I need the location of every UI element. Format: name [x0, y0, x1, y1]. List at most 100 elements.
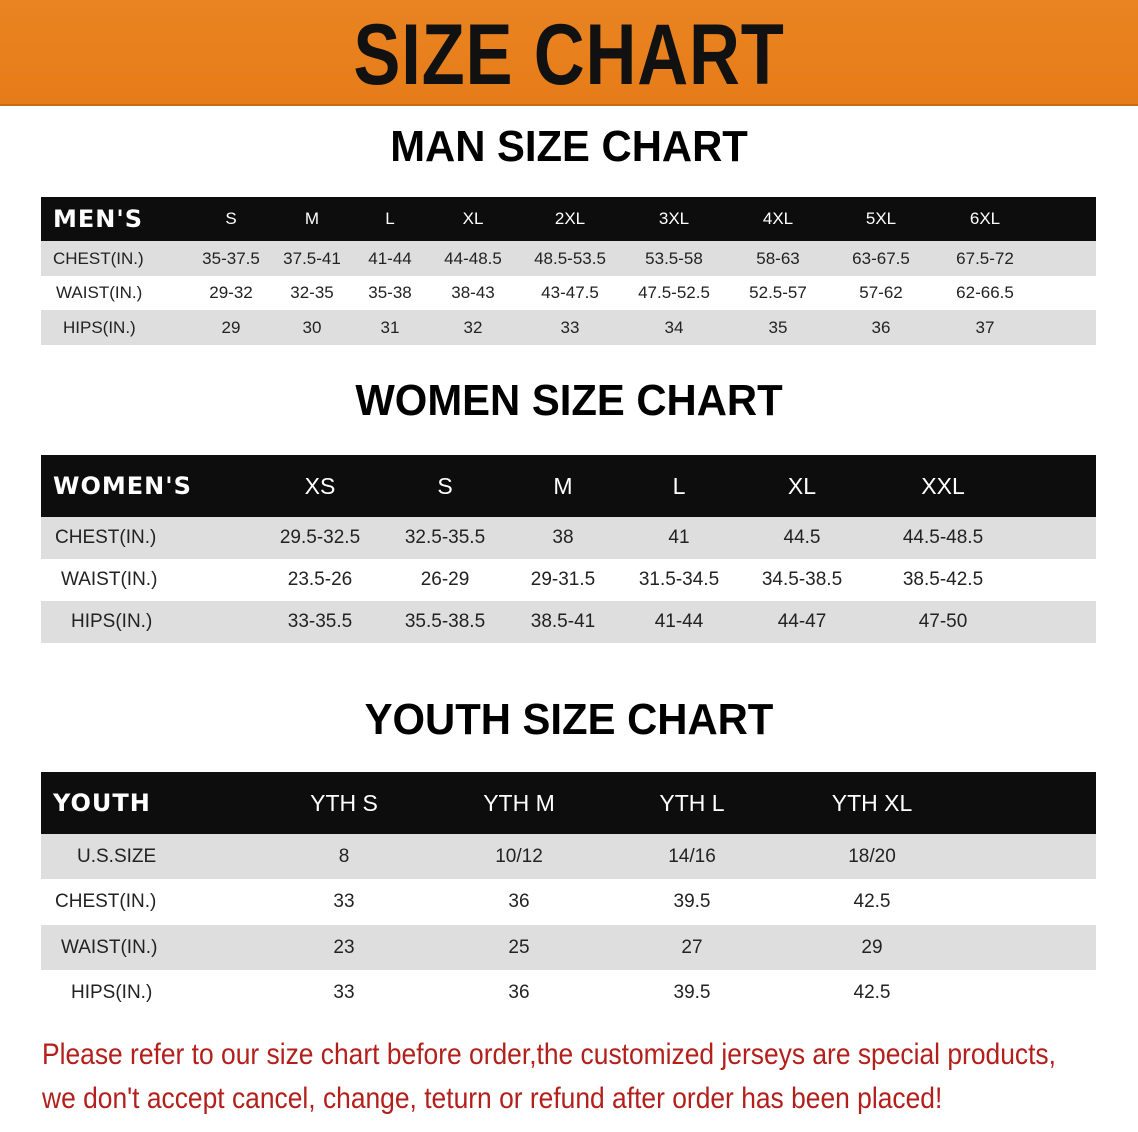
measurement-value: 42.5	[853, 891, 891, 912]
size-column-header: YTH XL	[831, 789, 913, 816]
measurement-value: 23	[333, 936, 355, 958]
measurement-label: HIPS(IN.)	[71, 981, 153, 1003]
measurement-value: 29-31.5	[530, 569, 596, 590]
size-column-header: YTH M	[483, 789, 555, 816]
size-column-header: XS	[304, 472, 336, 499]
measurement-value: 43-47.5	[541, 283, 599, 302]
youth-header-row: YOUTH YTH S YTH M YTH L YTH XL	[41, 772, 1096, 834]
measurement-value: 38.5-42.5	[902, 569, 984, 590]
measurement-value: 27	[681, 936, 703, 958]
measurement-value: 36	[508, 981, 530, 1003]
size-column-header: YTH L	[659, 789, 725, 816]
measurement-value: 25	[508, 936, 530, 958]
size-column-header: 6XL	[969, 209, 1001, 228]
order-notice-line-2: we don't accept cancel, change, teturn o…	[42, 1082, 943, 1115]
men-header-row: MEN'S S M L XL 2XL 3XL 4XL 5XL 6XL	[41, 197, 1096, 241]
men-size-table: MEN'S S M L XL 2XL 3XL 4XL 5XL 6XL CHEST(IN.) 35-37…	[41, 197, 1096, 345]
size-column-header: XXL	[921, 472, 965, 499]
measurement-label: HIPS(IN.)	[71, 611, 153, 632]
table-row: WAIST(IN.) 23 25 27 29	[41, 925, 1096, 970]
measurement-value: 38-43	[451, 283, 495, 302]
measurement-value: 32.5-35.5	[404, 527, 486, 548]
size-chart-banner: SIZE CHART	[0, 0, 1138, 106]
measurement-value: 30	[302, 317, 322, 337]
measurement-value: 31.5-34.5	[638, 569, 720, 590]
youth-size-table: YOUTH YTH S YTH M YTH L YTH XL U.S.SIZE 8 10/12…	[41, 772, 1096, 1015]
table-row: HIPS(IN.) 33-35.5 35.5-38.5 38.5-41 41-44 44-…	[41, 601, 1096, 643]
measurement-value: 35-38	[368, 283, 412, 302]
measurement-value: 57-62	[859, 283, 903, 302]
measurement-value: 33-35.5	[287, 611, 353, 632]
measurement-value: 8	[338, 845, 350, 867]
measurement-value: 42.5	[853, 981, 891, 1003]
women-header-row: WOMEN'S XS S M L XL XXL	[41, 455, 1096, 517]
measurement-label: HIPS(IN.)	[63, 317, 136, 337]
measurement-label: CHEST(IN.)	[55, 891, 157, 912]
measurement-value: 35.5-38.5	[404, 611, 486, 632]
table-row: CHEST(IN.) 29.5-32.5 32.5-35.5 38 41 44.5 44.5…	[41, 517, 1096, 559]
measurement-value: 47.5-52.5	[638, 283, 710, 302]
measurement-value: 31	[380, 317, 400, 337]
measurement-value: 35-37.5	[202, 248, 260, 268]
measurement-value: 58-63	[756, 248, 800, 268]
size-column-header: S	[437, 472, 453, 499]
size-column-header: 2XL	[554, 209, 586, 228]
youth-section-title: YOUTH SIZE CHART	[364, 695, 774, 744]
measurement-value: 34.5-38.5	[761, 569, 843, 590]
measurement-value: 14/16	[668, 845, 716, 867]
measurement-value: 29.5-32.5	[279, 527, 361, 548]
measurement-value: 62-66.5	[956, 283, 1014, 302]
measurement-value: 32	[463, 317, 483, 337]
size-column-header: 5XL	[865, 209, 897, 228]
measurement-value: 26-29	[420, 569, 470, 590]
measurement-value: 48.5-53.5	[534, 248, 606, 268]
measurement-value: 41-44	[654, 611, 704, 632]
women-section-title: WOMEN SIZE CHART	[355, 376, 783, 425]
size-column-header: 4XL	[762, 209, 794, 228]
size-column-header: YTH S	[310, 789, 378, 816]
measurement-label: U.S.SIZE	[77, 845, 157, 867]
table-row: CHEST(IN.) 33 36 39.5 42.5	[41, 879, 1096, 925]
size-column-header: L	[385, 209, 395, 228]
measurement-value: 44-47	[777, 611, 827, 632]
measurement-value: 29	[221, 317, 241, 337]
measurement-value: 52.5-57	[749, 283, 807, 302]
measurement-value: 35	[768, 317, 788, 337]
measurement-label: CHEST(IN.)	[55, 527, 157, 548]
measurement-value: 47-50	[918, 611, 968, 632]
measurement-value: 33	[560, 317, 580, 337]
measurement-label: CHEST(IN.)	[53, 248, 144, 268]
measurement-value: 41-44	[368, 248, 412, 268]
size-column-header: XL	[462, 209, 484, 228]
measurement-value: 37	[975, 317, 995, 337]
measurement-value: 44.5-48.5	[902, 527, 984, 548]
table-row: U.S.SIZE 8 10/12 14/16 18/20	[41, 834, 1096, 879]
banner-title: SIZE CHART	[353, 7, 785, 103]
size-column-header: M	[304, 209, 320, 228]
size-column-header: M	[553, 472, 573, 499]
order-notice-line-1: Please refer to our size chart before or…	[42, 1038, 1056, 1071]
table-row: WAIST(IN.) 29-32 32-35 35-38 38-43 43-47.5 47.…	[41, 276, 1096, 310]
measurement-label: WAIST(IN.)	[61, 936, 158, 958]
measurement-value: 53.5-58	[645, 248, 703, 268]
table-header-label: WOMEN'S	[53, 472, 192, 500]
measurement-value: 33	[333, 981, 355, 1003]
measurement-value: 41	[668, 527, 690, 548]
size-column-header: L	[672, 472, 686, 499]
table-row: HIPS(IN.) 29 30 31 32 33 34 35 36 37	[41, 310, 1096, 345]
measurement-value: 34	[664, 317, 684, 337]
table-header-label: MEN'S	[53, 205, 143, 233]
measurement-value: 33	[333, 891, 355, 912]
measurement-value: 29-32	[209, 283, 253, 302]
measurement-label: WAIST(IN.)	[56, 283, 143, 302]
table-row: CHEST(IN.) 35-37.5 37.5-41 41-44 44-48.5 48.5…	[41, 241, 1096, 276]
measurement-value: 32-35	[290, 283, 334, 302]
measurement-value: 23.5-26	[287, 569, 353, 590]
table-row: WAIST(IN.) 23.5-26 26-29 29-31.5 31.5-34.5 34…	[41, 559, 1096, 601]
table-header-label: YOUTH	[53, 789, 151, 817]
size-column-header: XL	[787, 472, 817, 499]
measurement-value: 29	[861, 936, 883, 958]
measurement-value: 39.5	[673, 891, 711, 912]
measurement-value: 37.5-41	[283, 248, 341, 268]
measurement-value: 63-67.5	[852, 248, 910, 268]
